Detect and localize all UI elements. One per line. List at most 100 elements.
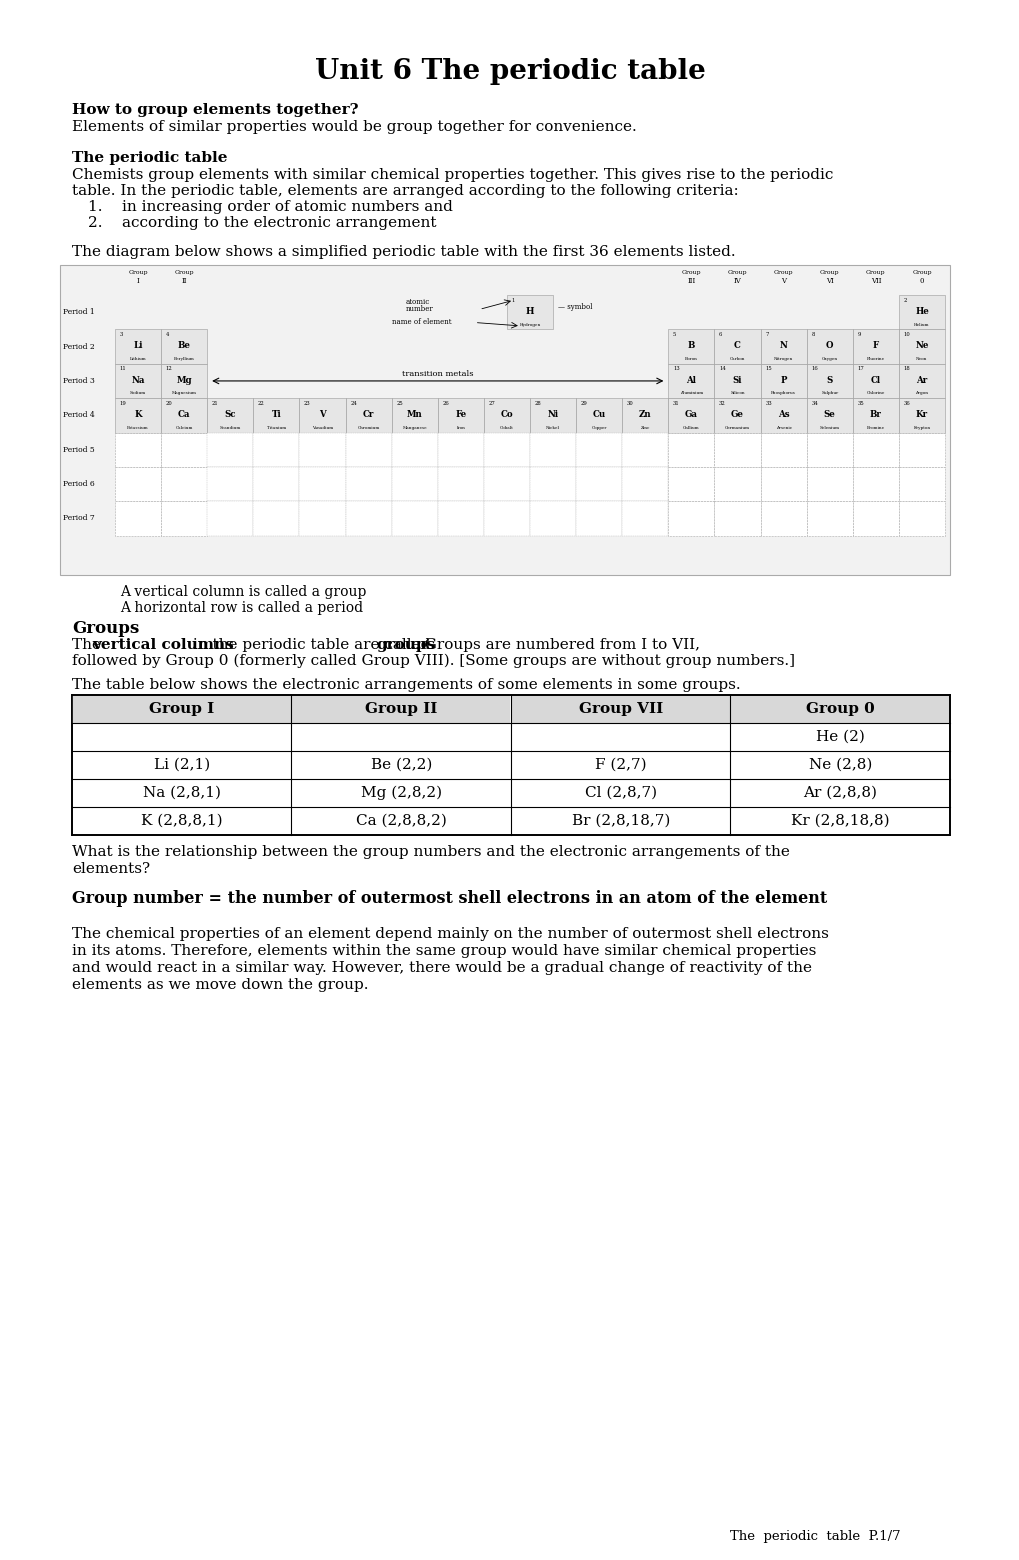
Bar	[760, 466, 806, 501]
Text: Sc: Sc	[224, 410, 235, 420]
Text: name of element: name of element	[391, 318, 450, 326]
Bar	[345, 398, 391, 432]
Bar	[291, 696, 510, 722]
Text: O: O	[825, 342, 833, 351]
Text: Group number = the number of outermost shell electrons in an atom of the element: Group number = the number of outermost s…	[72, 891, 826, 906]
Text: Fe: Fe	[454, 410, 466, 420]
Text: 2: 2	[903, 298, 906, 303]
Bar	[622, 432, 667, 466]
Text: Iron: Iron	[455, 426, 465, 429]
Text: vertical columns: vertical columns	[92, 638, 233, 652]
Bar	[300, 432, 345, 466]
Text: Group VII: Group VII	[578, 702, 662, 716]
Bar	[391, 398, 437, 432]
Bar	[253, 466, 300, 501]
Text: Krypton: Krypton	[912, 426, 929, 429]
Bar	[852, 501, 898, 535]
Bar	[345, 501, 391, 535]
Text: in its atoms. Therefore, elements within the same group would have similar chemi: in its atoms. Therefore, elements within…	[72, 944, 815, 958]
Text: 31: 31	[673, 401, 679, 406]
Text: 19: 19	[119, 401, 126, 406]
Text: Al: Al	[686, 376, 696, 385]
Text: 12: 12	[165, 367, 172, 371]
Bar	[898, 295, 944, 329]
Text: P: P	[780, 376, 786, 385]
Bar	[713, 398, 760, 432]
Text: Kr: Kr	[915, 410, 927, 420]
Text: As: As	[777, 410, 789, 420]
Text: transition metals: transition metals	[401, 370, 473, 378]
Text: 23: 23	[304, 401, 311, 406]
Text: Cobalt: Cobalt	[499, 426, 514, 429]
Bar	[437, 466, 483, 501]
Text: Chromium: Chromium	[357, 426, 379, 429]
Text: Magnesium: Magnesium	[171, 392, 197, 395]
Text: 24: 24	[350, 401, 357, 406]
Text: Period 2: Period 2	[63, 343, 95, 351]
Text: Potassium: Potassium	[127, 426, 149, 429]
Text: 8: 8	[810, 332, 814, 337]
Text: Na (2,8,1): Na (2,8,1)	[143, 786, 220, 800]
Text: Period 6: Period 6	[63, 480, 95, 488]
Text: Ca (2,8,8,2): Ca (2,8,8,2)	[356, 814, 446, 828]
Text: Group II: Group II	[365, 702, 437, 716]
Bar	[898, 363, 944, 398]
Text: The table below shows the electronic arrangements of some elements in some group: The table below shows the electronic arr…	[72, 679, 740, 693]
Bar	[300, 501, 345, 535]
Text: 29: 29	[580, 401, 587, 406]
Text: Nickel: Nickel	[545, 426, 559, 429]
Bar	[72, 696, 949, 835]
Bar	[852, 398, 898, 432]
Text: Cu: Cu	[592, 410, 605, 420]
Text: Cl (2,8,7): Cl (2,8,7)	[584, 786, 656, 800]
Bar	[161, 363, 207, 398]
Bar	[667, 501, 713, 535]
Text: He (2): He (2)	[815, 730, 864, 744]
Text: groups: groups	[376, 638, 435, 652]
Text: Zn: Zn	[638, 410, 651, 420]
Text: He: He	[914, 307, 928, 317]
Bar	[437, 398, 483, 432]
Text: I: I	[137, 278, 140, 285]
Bar	[713, 501, 760, 535]
Text: Group: Group	[727, 270, 747, 275]
Bar	[667, 363, 713, 398]
Bar	[511, 696, 730, 722]
Bar	[852, 329, 898, 363]
Bar	[437, 501, 483, 535]
Text: Bromine: Bromine	[866, 426, 884, 429]
Text: 5: 5	[673, 332, 676, 337]
Text: atomic: atomic	[406, 298, 429, 306]
Text: 32: 32	[718, 401, 726, 406]
Text: Period 1: Period 1	[63, 309, 95, 317]
Bar	[207, 398, 253, 432]
Bar	[667, 466, 713, 501]
Bar	[115, 466, 161, 501]
Bar	[161, 329, 207, 363]
Text: K (2,8,8,1): K (2,8,8,1)	[141, 814, 222, 828]
Text: Silicon: Silicon	[730, 392, 744, 395]
Text: Ti: Ti	[271, 410, 281, 420]
Text: Mg (2,8,2): Mg (2,8,2)	[361, 786, 441, 800]
Bar	[898, 501, 944, 535]
Text: Fluorine: Fluorine	[866, 357, 884, 360]
Text: 15: 15	[764, 367, 771, 371]
Bar	[483, 398, 530, 432]
Text: Boron: Boron	[685, 357, 697, 360]
Text: 22: 22	[258, 401, 265, 406]
Bar	[898, 466, 944, 501]
Text: A vertical column is called a group: A vertical column is called a group	[120, 585, 366, 599]
Bar	[60, 265, 949, 576]
Text: Group I: Group I	[149, 702, 214, 716]
Bar	[161, 398, 207, 432]
Text: H: H	[525, 307, 534, 317]
Text: Ca: Ca	[177, 410, 191, 420]
Text: N: N	[779, 342, 787, 351]
Bar	[576, 398, 622, 432]
Text: Lithium: Lithium	[129, 357, 146, 360]
Bar	[207, 501, 253, 535]
Bar	[506, 295, 552, 329]
Text: and would react in a similar way. However, there would be a gradual change of re: and would react in a similar way. Howeve…	[72, 961, 811, 975]
Bar	[760, 363, 806, 398]
Bar	[667, 329, 713, 363]
